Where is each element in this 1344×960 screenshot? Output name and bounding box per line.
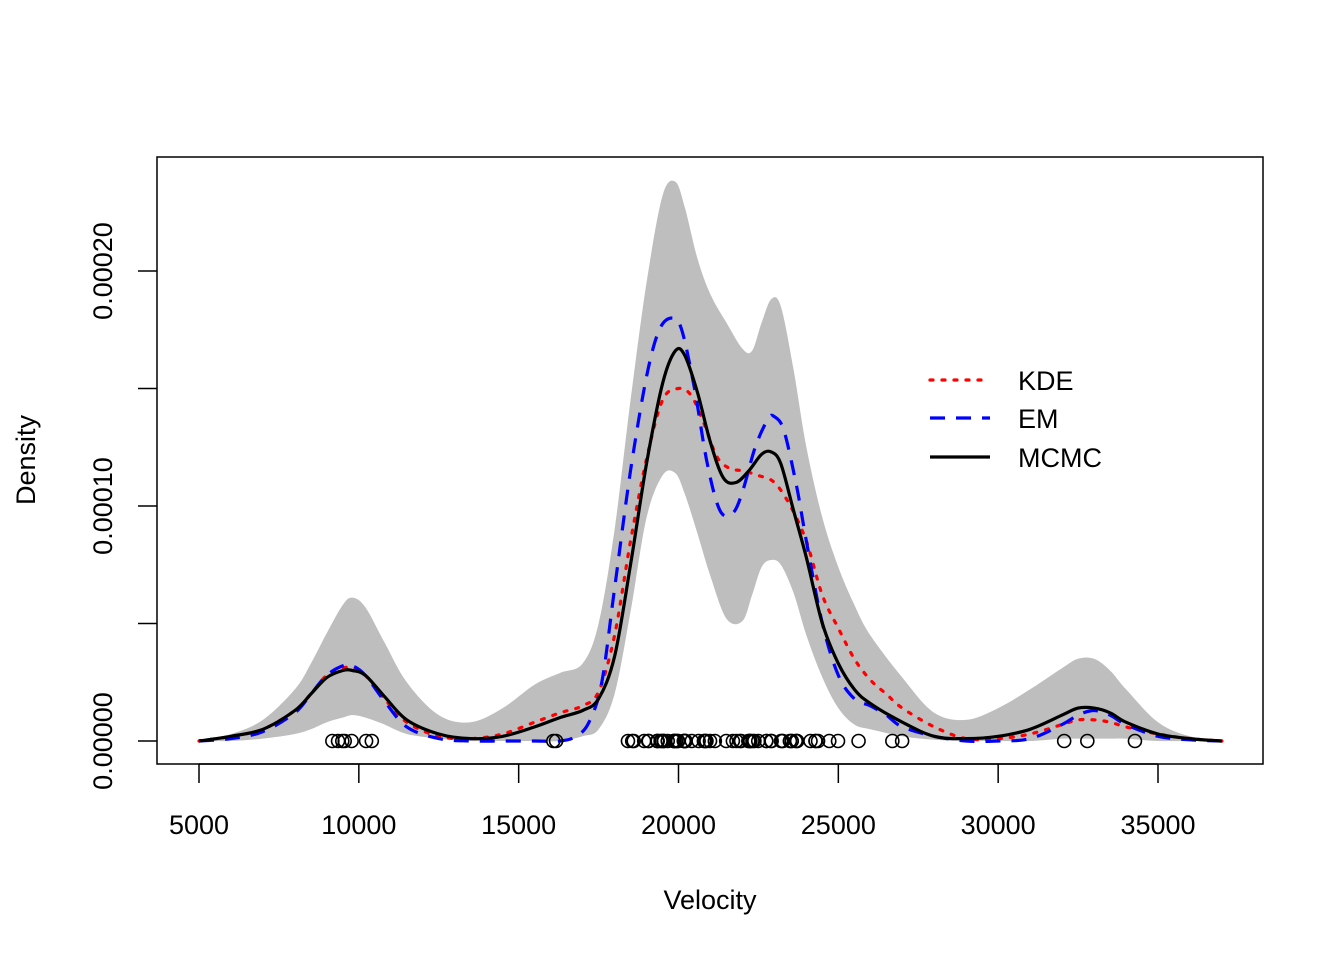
credible-band [199, 180, 1222, 742]
y-tick-label: 0.00010 [88, 457, 118, 555]
rug-point [626, 733, 642, 749]
rug-point [885, 733, 900, 749]
rug-point [660, 733, 676, 749]
rug-point [702, 733, 718, 749]
rug-point [747, 733, 762, 749]
rug-points-layer [325, 733, 1143, 749]
legend-label-mcmc: MCMC [1018, 443, 1102, 473]
rug-point [337, 733, 353, 749]
rug-point [364, 733, 380, 749]
credible-band-layer [199, 180, 1222, 742]
series-line-mcmc [198, 346, 1223, 743]
rug-point [851, 733, 866, 749]
x-tick-label: 30000 [961, 810, 1036, 840]
rug-point [784, 733, 800, 749]
legend: KDE EM MCMC [928, 366, 1102, 473]
rug-point [803, 733, 818, 749]
y-tick-label: 0.00020 [88, 222, 118, 320]
x-tick-label: 35000 [1120, 810, 1195, 840]
rug-point [1056, 733, 1072, 749]
rug-point [620, 733, 636, 749]
y-axis: 0.00000 0.00010 0.00020 [88, 222, 157, 790]
rug-point [1127, 733, 1143, 749]
x-axis-label: Velocity [663, 885, 757, 915]
x-tick-label: 10000 [321, 810, 396, 840]
series-line-em [198, 316, 1222, 744]
x-tick-label: 25000 [801, 810, 876, 840]
rug-point [344, 733, 359, 749]
rug-point [764, 733, 779, 749]
x-tick-label: 15000 [481, 810, 556, 840]
rug-point [548, 733, 564, 749]
legend-label-em: EM [1018, 404, 1059, 434]
rug-point [830, 733, 846, 749]
y-tick-label: 0.00000 [88, 692, 118, 790]
series-layer [197, 316, 1224, 744]
rug-point [725, 733, 741, 749]
rug-point [759, 733, 774, 749]
x-tick-label: 20000 [641, 810, 716, 840]
x-axis: 5000 10000 15000 20000 25000 30000 35000 [169, 763, 1196, 840]
rug-point [707, 733, 723, 749]
rug-point [691, 733, 706, 749]
rug-point [699, 733, 714, 749]
rug-point [894, 733, 910, 749]
y-axis-label: Density [11, 414, 41, 505]
x-tick-label: 5000 [169, 810, 229, 840]
rug-point [810, 733, 826, 749]
rug-point [821, 733, 837, 749]
rug-point [1080, 733, 1095, 749]
rug-point [358, 733, 374, 749]
legend-label-kde: KDE [1018, 366, 1074, 396]
